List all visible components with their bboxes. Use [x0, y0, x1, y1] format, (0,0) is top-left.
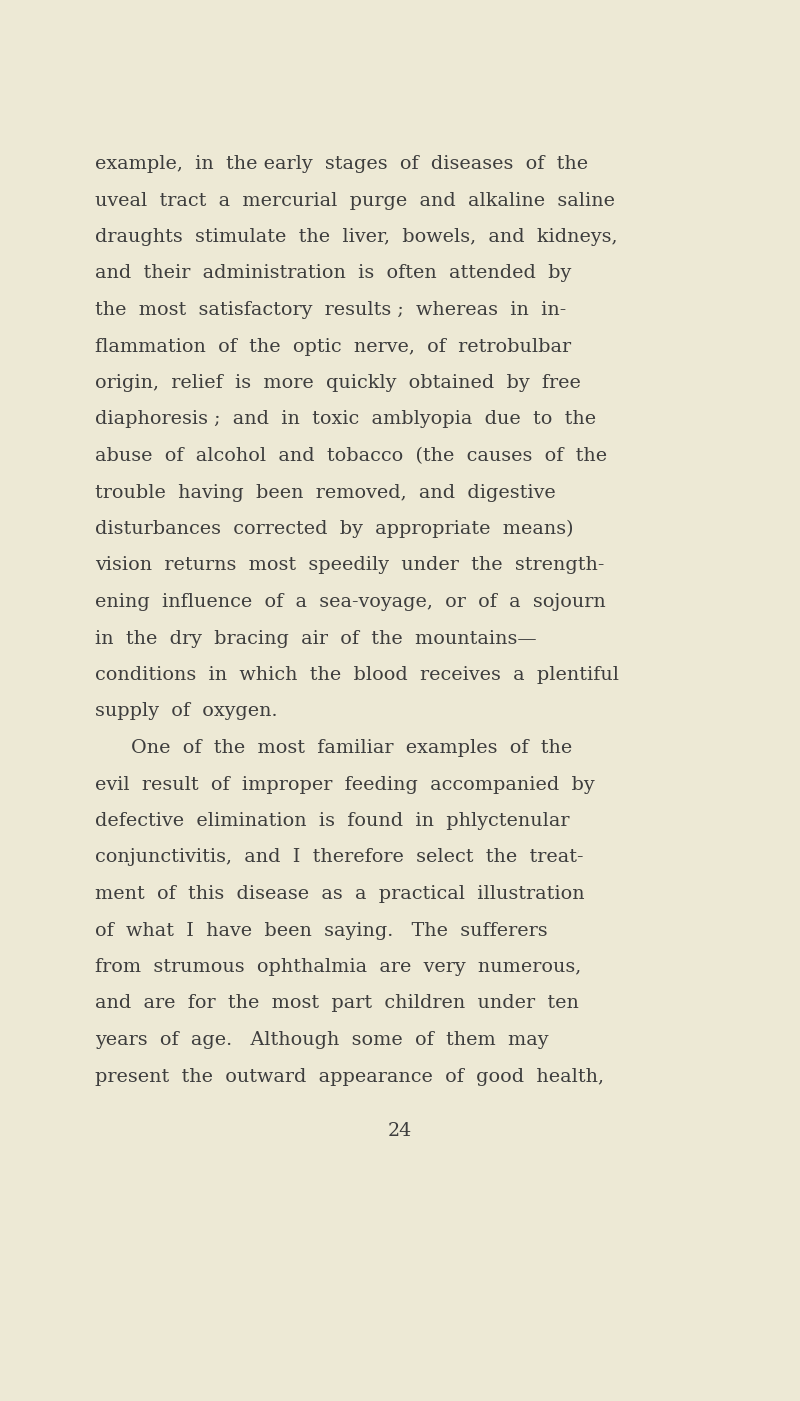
Text: origin,  relief  is  more  quickly  obtained  by  free: origin, relief is more quickly obtained …	[95, 374, 581, 392]
Text: diaphoresis ;  and  in  toxic  amblyopia  due  to  the: diaphoresis ; and in toxic amblyopia due…	[95, 410, 596, 429]
Text: One  of  the  most  familiar  examples  of  the: One of the most familiar examples of the	[131, 738, 572, 757]
Text: conditions  in  which  the  blood  receives  a  plentiful: conditions in which the blood receives a…	[95, 665, 619, 684]
Text: trouble  having  been  removed,  and  digestive: trouble having been removed, and digesti…	[95, 483, 556, 502]
Text: conjunctivitis,  and  I  therefore  select  the  treat-: conjunctivitis, and I therefore select t…	[95, 849, 583, 866]
Text: present  the  outward  appearance  of  good  health,: present the outward appearance of good h…	[95, 1068, 604, 1086]
Text: flammation  of  the  optic  nerve,  of  retrobulbar: flammation of the optic nerve, of retrob…	[95, 338, 571, 356]
Text: from  strumous  ophthalmia  are  very  numerous,: from strumous ophthalmia are very numero…	[95, 958, 582, 976]
Text: supply  of  oxygen.: supply of oxygen.	[95, 702, 278, 720]
Text: and  their  administration  is  often  attended  by: and their administration is often attend…	[95, 265, 571, 283]
Text: the  most  satisfactory  results ;  whereas  in  in-: the most satisfactory results ; whereas …	[95, 301, 566, 319]
Text: ening  influence  of  a  sea-voyage,  or  of  a  sojourn: ening influence of a sea-voyage, or of a…	[95, 593, 606, 611]
Text: abuse  of  alcohol  and  tobacco  (the  causes  of  the: abuse of alcohol and tobacco (the causes…	[95, 447, 607, 465]
Text: in  the  dry  bracing  air  of  the  mountains—: in the dry bracing air of the mountains—	[95, 629, 537, 647]
Text: draughts  stimulate  the  liver,  bowels,  and  kidneys,: draughts stimulate the liver, bowels, an…	[95, 228, 618, 247]
Text: disturbances  corrected  by  appropriate  means): disturbances corrected by appropriate me…	[95, 520, 574, 538]
Text: example,  in  the early  stages  of  diseases  of  the: example, in the early stages of diseases…	[95, 156, 588, 172]
Text: uveal  tract  a  mercurial  purge  and  alkaline  saline: uveal tract a mercurial purge and alkali…	[95, 192, 615, 210]
Text: of  what  I  have  been  saying.   The  sufferers: of what I have been saying. The sufferer…	[95, 922, 548, 940]
Text: and  are  for  the  most  part  children  under  ten: and are for the most part children under…	[95, 995, 579, 1013]
Text: vision  returns  most  speedily  under  the  strength-: vision returns most speedily under the s…	[95, 556, 604, 574]
Text: years  of  age.   Although  some  of  them  may: years of age. Although some of them may	[95, 1031, 549, 1049]
Text: 24: 24	[388, 1122, 412, 1140]
Text: evil  result  of  improper  feeding  accompanied  by: evil result of improper feeding accompan…	[95, 776, 594, 793]
Text: ment  of  this  disease  as  a  practical  illustration: ment of this disease as a practical illu…	[95, 885, 585, 904]
Text: defective  elimination  is  found  in  phlyctenular: defective elimination is found in phlyct…	[95, 813, 570, 829]
